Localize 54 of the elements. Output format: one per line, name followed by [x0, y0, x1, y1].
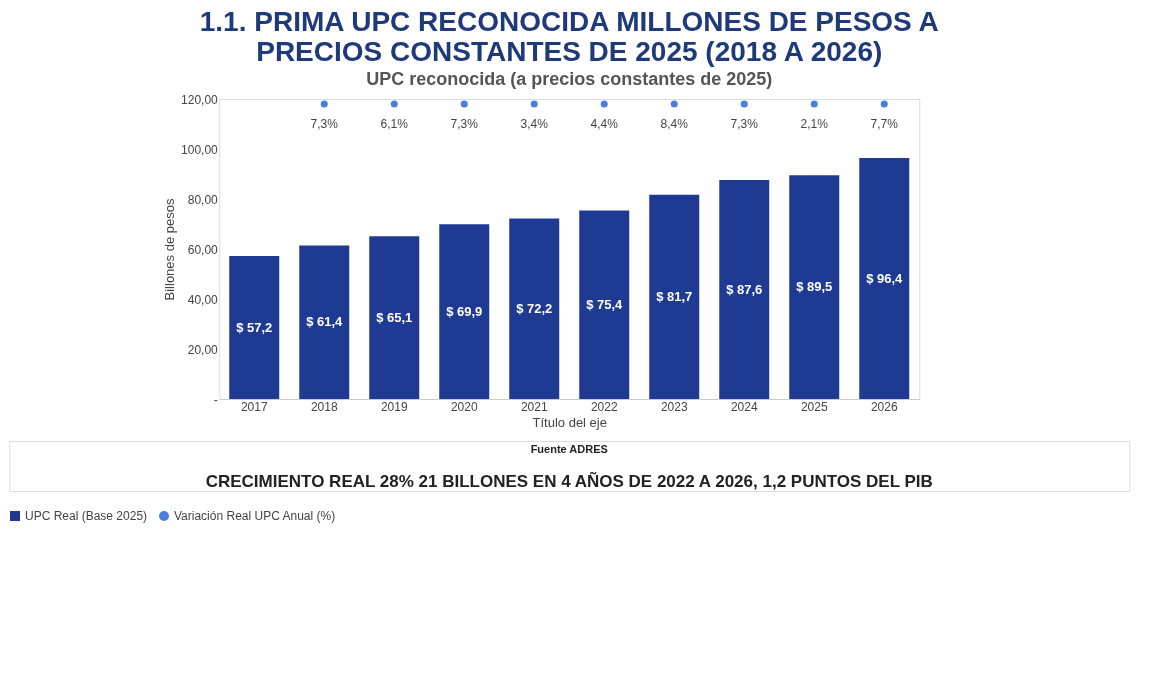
y-tick-label: 100,00	[181, 142, 219, 157]
x-tick-label: 2024	[730, 399, 758, 414]
chart-title: 1.1. PRIMA UPC RECONOCIDA MILLONES DE PESOS A PRECIOS CONSTANTES DE 2025 (2018 A 2026)	[199, 5, 939, 67]
data-label: $ 89,5	[796, 279, 833, 295]
bar	[229, 256, 280, 399]
chart-subtitle: UPC reconocida (a precios constantes de 2025)	[366, 69, 773, 89]
x-tick-label: 2018	[310, 399, 338, 414]
y-tick-label: -	[213, 392, 218, 407]
data-label: $ 69,9	[446, 303, 483, 319]
bar	[369, 236, 420, 399]
bar	[439, 224, 490, 399]
bar	[789, 175, 840, 399]
y-tick-label: 20,00	[187, 342, 219, 357]
x-tick-label: 2025	[800, 399, 828, 414]
data-label: $ 75,4	[586, 296, 624, 312]
data-label: $ 61,4	[306, 314, 344, 330]
data-label: $ 81,7	[656, 288, 693, 304]
annotation: 7,7%	[870, 117, 899, 131]
bar	[509, 218, 560, 399]
annotation: 3,4%	[520, 117, 549, 131]
bar	[579, 210, 630, 399]
annotation: 7,3%	[450, 117, 479, 131]
y-tick-label: 40,00	[187, 292, 219, 307]
data-label: $ 72,2	[516, 300, 553, 316]
bar	[859, 158, 910, 399]
y-axis-title: Billones de pesos	[162, 198, 178, 301]
x-tick-label: 2023	[660, 399, 688, 414]
x-tick-label: 2026	[870, 399, 898, 414]
y-tick-label: 60,00	[187, 242, 219, 257]
x-axis-title: Título del eje	[532, 414, 607, 430]
x-tick-label: 2019	[380, 399, 408, 414]
x-tick-label: 2021	[520, 399, 548, 414]
legend-label: Variación Real UPC Anual (%)	[174, 509, 336, 523]
y-tick-label: 80,00	[187, 192, 219, 207]
data-label: $ 87,6	[726, 281, 763, 297]
annotation: 6,1%	[380, 117, 409, 131]
annotation: 4,4%	[590, 117, 619, 131]
annotation: 7,3%	[730, 117, 759, 131]
annotation: 8,4%	[660, 117, 689, 131]
bar	[299, 245, 350, 399]
y-tick-label: 120,00	[181, 92, 219, 107]
annotation: 2,1%	[800, 117, 829, 131]
data-label: $ 57,2	[236, 319, 273, 335]
legend-label: UPC Real (Base 2025)	[25, 509, 148, 523]
x-tick-label: 2017	[240, 399, 268, 414]
annotation: 7,3%	[310, 117, 339, 131]
bar	[719, 180, 770, 399]
x-tick-label: 2020	[450, 399, 478, 414]
data-label: $ 96,4	[866, 270, 904, 286]
x-tick-label: 2022	[590, 399, 618, 414]
data-label: $ 65,1	[376, 309, 413, 325]
bar	[649, 194, 700, 399]
text: CRECIMIENTO REAL 28% 21 BILLONES EN 4 AÑOS DE 2022 A 2026, 1,2 PUNTOS DEL PIB	[205, 470, 933, 491]
source-note: Fuente ADRES	[530, 443, 608, 456]
